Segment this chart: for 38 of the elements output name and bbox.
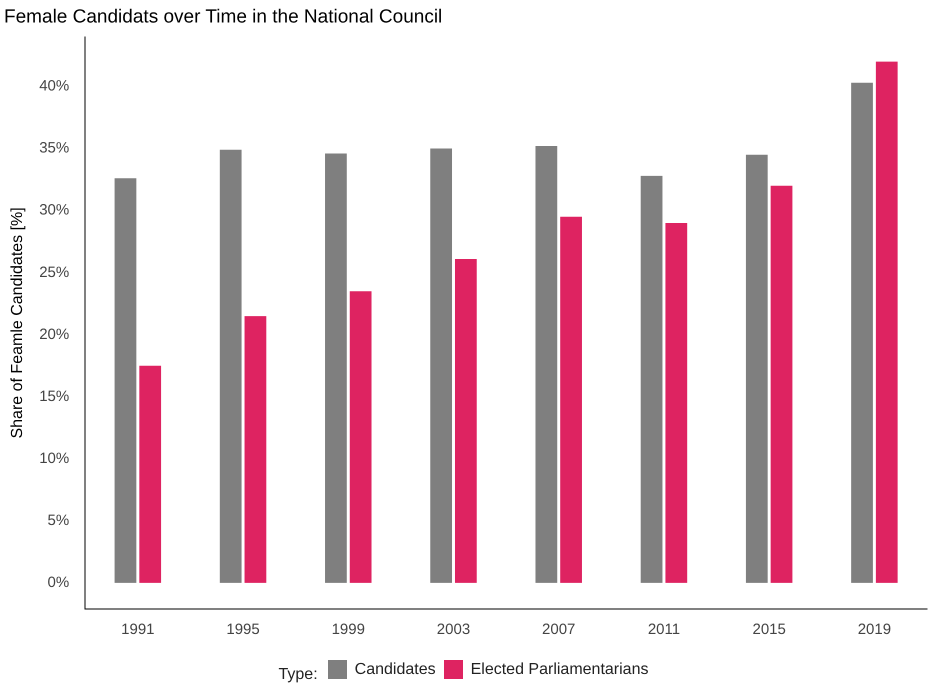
x-tick-label: 1995 bbox=[226, 621, 260, 638]
bar bbox=[325, 153, 347, 583]
bar bbox=[535, 146, 558, 583]
bar bbox=[244, 316, 266, 583]
y-tick-label: 40% bbox=[39, 78, 70, 95]
bar bbox=[430, 148, 452, 583]
y-tick-label: 15% bbox=[39, 388, 70, 405]
x-tick-label: 2015 bbox=[752, 621, 786, 638]
x-tick-label: 2007 bbox=[542, 621, 576, 638]
y-tick-label: 0% bbox=[48, 574, 70, 592]
chart-title: Female Candidats over Time in the National Council bbox=[4, 6, 442, 28]
y-tick-label: 30% bbox=[39, 202, 70, 219]
bar bbox=[876, 62, 898, 583]
y-tick-label: 25% bbox=[39, 264, 70, 281]
y-tick-label: 10% bbox=[39, 450, 70, 467]
bar bbox=[640, 176, 662, 583]
bar bbox=[770, 186, 792, 583]
bar bbox=[220, 150, 242, 583]
legend-label: Candidates bbox=[354, 660, 436, 678]
y-tick-label: 35% bbox=[39, 140, 70, 157]
y-tick-label: 5% bbox=[48, 512, 70, 530]
bar bbox=[746, 154, 768, 583]
bar bbox=[665, 222, 688, 583]
legend-label: Elected Parliamentarians bbox=[470, 660, 648, 678]
x-tick-label: 1991 bbox=[121, 621, 155, 638]
x-tick-label: 1999 bbox=[332, 621, 365, 638]
y-axis-title: Share of Feamle Candidates [%] bbox=[9, 207, 26, 439]
bar bbox=[350, 291, 372, 583]
x-tick-label: 2003 bbox=[436, 621, 470, 638]
bar bbox=[560, 216, 582, 583]
legend-title: Type: bbox=[278, 666, 318, 683]
bar bbox=[139, 366, 162, 583]
bar bbox=[454, 258, 477, 583]
bar bbox=[851, 82, 873, 583]
x-tick-label: 2019 bbox=[858, 621, 892, 638]
x-tick-label: 2011 bbox=[648, 621, 680, 638]
y-tick-label: 20% bbox=[39, 326, 70, 343]
bar bbox=[114, 178, 136, 583]
